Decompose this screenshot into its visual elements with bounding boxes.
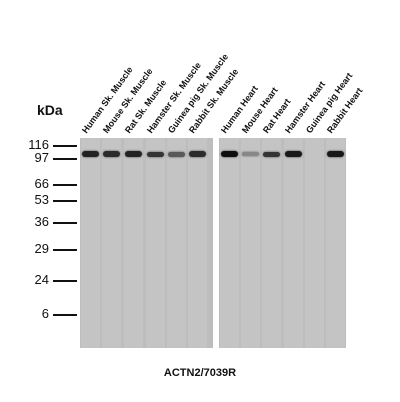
blot-lane <box>305 138 324 348</box>
protein-band <box>189 151 206 157</box>
kda-unit-label: kDa <box>37 102 63 118</box>
protein-band <box>125 151 142 157</box>
blot-lane <box>326 138 345 348</box>
marker-tick <box>53 184 77 186</box>
blot-lane <box>167 138 186 348</box>
blot-lane <box>146 138 165 348</box>
protein-band <box>263 151 280 157</box>
marker-label: 36 <box>34 214 49 229</box>
protein-band <box>285 151 302 157</box>
marker-label: 53 <box>34 192 49 207</box>
blot-lane <box>124 138 143 348</box>
marker-label: 66 <box>34 176 49 191</box>
marker-label: 97 <box>34 150 49 165</box>
protein-band <box>82 151 99 157</box>
blot-lane <box>284 138 303 348</box>
marker-label: 29 <box>34 241 49 256</box>
marker-tick <box>53 222 77 224</box>
blot-lane <box>102 138 121 348</box>
protein-band <box>327 151 344 157</box>
blot-lane <box>262 138 281 348</box>
marker-label: 116 <box>28 137 49 152</box>
marker-tick <box>53 158 77 160</box>
marker-label: 6 <box>41 306 49 321</box>
blot-lane <box>81 138 100 348</box>
protein-band <box>242 152 259 156</box>
antibody-caption: ACTN2/7039R <box>163 367 237 379</box>
protein-band <box>168 151 185 157</box>
blot-lane <box>188 138 207 348</box>
blot-lane <box>220 138 239 348</box>
marker-label: 24 <box>34 272 49 287</box>
marker-tick <box>53 314 77 316</box>
marker-tick <box>53 200 77 202</box>
marker-tick <box>53 249 77 251</box>
marker-tick <box>53 145 77 147</box>
blot-lane <box>241 138 260 348</box>
protein-band <box>221 151 238 157</box>
marker-tick <box>53 280 77 282</box>
protein-band <box>147 151 164 157</box>
protein-band <box>103 151 120 157</box>
blot-panel-heart <box>219 138 346 348</box>
